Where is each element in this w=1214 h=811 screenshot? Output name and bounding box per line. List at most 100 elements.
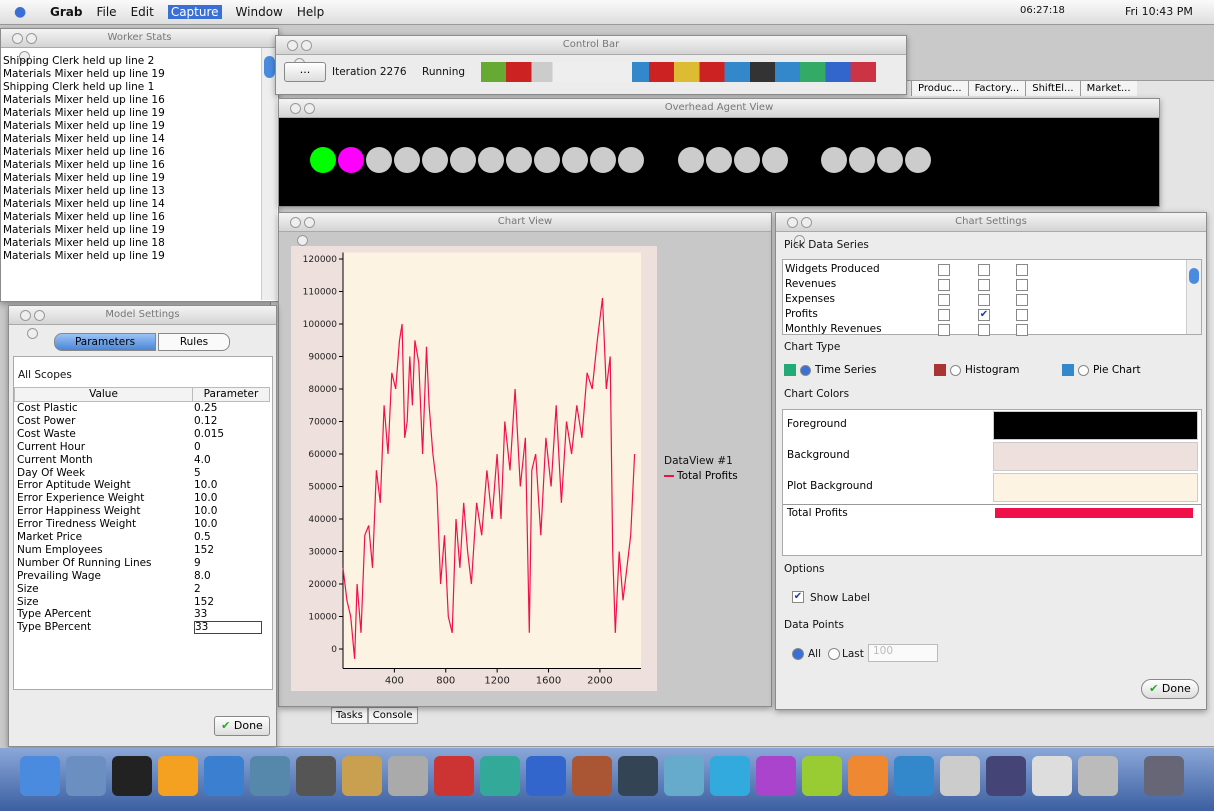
tab[interactable]: Parameters — [54, 333, 156, 351]
dock-icon[interactable] — [1144, 756, 1184, 796]
color-swatch[interactable] — [993, 473, 1198, 502]
dock-icon[interactable] — [480, 756, 520, 796]
parameter-value[interactable]: 0.015 — [194, 428, 224, 440]
checkbox[interactable] — [938, 279, 950, 291]
chart-type-option[interactable]: Histogram — [934, 363, 1019, 376]
dock-icon[interactable] — [664, 756, 704, 796]
checkbox[interactable] — [978, 264, 990, 276]
checkbox[interactable] — [938, 294, 950, 306]
parameter-value[interactable]: 10.0 — [194, 492, 217, 504]
radio-all[interactable] — [792, 648, 804, 660]
overhead-view-window: Overhead Agent View — [278, 98, 1160, 207]
dock-icon[interactable] — [618, 756, 658, 796]
done-button[interactable]: ✔ Done — [1141, 679, 1199, 699]
x-tick-label: 400 — [385, 676, 404, 687]
dock-icon[interactable] — [388, 756, 428, 796]
dock-icon[interactable] — [1078, 756, 1118, 796]
dock-icon[interactable] — [572, 756, 612, 796]
parameter-value[interactable]: 2 — [194, 583, 201, 595]
dock-icon[interactable] — [1032, 756, 1072, 796]
dock-icon[interactable] — [434, 756, 474, 796]
parameter-value[interactable]: 8.0 — [194, 570, 211, 582]
tab[interactable]: ShiftEl... — [1025, 81, 1079, 96]
app-name[interactable]: Grab — [50, 5, 82, 19]
panel: All Scopes ValueParameterCost Plastic0.2… — [13, 356, 273, 690]
done-button[interactable]: ✔ Done — [214, 716, 270, 736]
parameter-value[interactable]: 5 — [194, 467, 201, 479]
dock-icon[interactable] — [940, 756, 980, 796]
tab[interactable]: Produc... — [911, 81, 968, 96]
menu[interactable]: Edit — [131, 5, 154, 19]
color-swatch[interactable] — [995, 508, 1193, 518]
parameter-value[interactable]: 0 — [194, 441, 201, 453]
agent — [366, 147, 392, 173]
dock-icon[interactable] — [848, 756, 888, 796]
tab[interactable]: Rules — [158, 333, 230, 351]
menu[interactable]: File — [96, 5, 116, 19]
checkbox[interactable] — [938, 264, 950, 276]
dock-icon[interactable] — [204, 756, 244, 796]
color-swatch[interactable] — [993, 442, 1198, 471]
parameter-value[interactable]: 33 — [194, 621, 262, 634]
parameter-value[interactable]: 152 — [194, 544, 214, 556]
tab[interactable]: Tasks — [331, 707, 368, 724]
tab-row: Produc...Factory...ShiftEl...Market... — [911, 81, 1211, 99]
dock-icon[interactable] — [158, 756, 198, 796]
tab[interactable]: Factory... — [968, 81, 1026, 96]
dock-icon[interactable] — [894, 756, 934, 796]
agent — [338, 147, 364, 173]
checkbox[interactable] — [1016, 324, 1028, 336]
dock-icon[interactable] — [66, 756, 106, 796]
radio-label: Last — [842, 648, 864, 660]
tab[interactable]: Market... — [1080, 81, 1137, 96]
parameter-value[interactable]: 0.12 — [194, 415, 217, 427]
checkbox[interactable] — [1016, 279, 1028, 291]
checkbox[interactable] — [1016, 294, 1028, 306]
dock-icon[interactable] — [342, 756, 382, 796]
tab[interactable]: Console — [368, 707, 418, 724]
apple[interactable]: ● — [14, 4, 26, 20]
dock-icon[interactable] — [986, 756, 1026, 796]
checkbox[interactable] — [938, 324, 950, 336]
menu[interactable]: Help — [297, 5, 324, 19]
agent — [618, 147, 644, 173]
dock-icon[interactable] — [20, 756, 60, 796]
dock-icon[interactable] — [112, 756, 152, 796]
toolbar-icons[interactable] — [481, 62, 901, 82]
radio-label: All — [808, 648, 821, 660]
checkbox[interactable] — [1016, 309, 1028, 321]
chart-type-option[interactable]: Time Series — [784, 363, 876, 376]
dock-icon[interactable] — [756, 756, 796, 796]
checkbox[interactable] — [938, 309, 950, 321]
dock-icon[interactable] — [802, 756, 842, 796]
checkbox[interactable] — [978, 279, 990, 291]
checkbox[interactable]: ✔ — [978, 309, 990, 321]
dock-icon[interactable] — [526, 756, 566, 796]
parameter-value[interactable]: 10.0 — [194, 479, 217, 491]
checkbox[interactable] — [1016, 264, 1028, 276]
agent — [590, 147, 616, 173]
parameter-value[interactable]: 9 — [194, 557, 201, 569]
parameter-value[interactable]: 0.25 — [194, 402, 217, 414]
parameter-value[interactable]: 10.0 — [194, 518, 217, 530]
log-line: Materials Mixer held up line 18 — [3, 237, 165, 249]
parameter-value[interactable]: 33 — [194, 608, 207, 620]
show-label-checkbox[interactable]: ✔ — [792, 591, 804, 603]
parameter-value[interactable]: 152 — [194, 596, 214, 608]
menu[interactable]: Capture — [168, 5, 222, 19]
dock-icon[interactable] — [296, 756, 336, 796]
menu-button[interactable]: ... — [284, 62, 326, 82]
checkbox[interactable] — [978, 324, 990, 336]
color-swatch[interactable] — [993, 411, 1198, 440]
parameter-value[interactable]: 0.5 — [194, 531, 211, 543]
parameter-value[interactable]: 10.0 — [194, 505, 217, 517]
dock-icon[interactable] — [250, 756, 290, 796]
parameter-value[interactable]: 4.0 — [194, 454, 211, 466]
radio-last[interactable] — [828, 648, 840, 660]
checkbox[interactable] — [978, 294, 990, 306]
menu[interactable]: Window — [236, 5, 283, 19]
parameter-name: Current Month — [17, 454, 93, 466]
last-count-input[interactable]: 100 — [868, 644, 938, 662]
dock-icon[interactable] — [710, 756, 750, 796]
chart-type-option[interactable]: Pie Chart — [1062, 363, 1141, 376]
